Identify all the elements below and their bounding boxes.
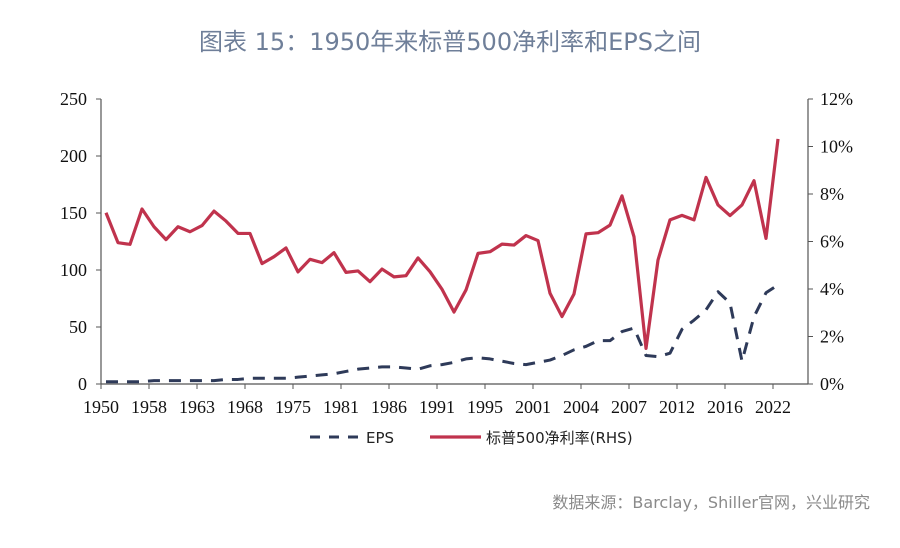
left-tick-label: 50: [69, 317, 87, 337]
left-tick-label: 100: [60, 260, 87, 280]
left-tick-label: 0: [78, 374, 87, 394]
x-tick-label: 1958: [131, 397, 167, 417]
left-tick-label: 200: [60, 146, 87, 166]
right-tick-label: 0%: [820, 374, 844, 394]
right-tick-label: 12%: [820, 89, 853, 109]
x-tick-label: 1981: [323, 397, 359, 417]
x-tick-label: 1968: [227, 397, 263, 417]
x-tick-label: 1950: [83, 397, 119, 417]
x-tick-label: 2016: [707, 397, 743, 417]
x-tick-label: 1986: [371, 397, 407, 417]
source-note: 数据来源：Barclay，Shiller官网，兴业研究: [552, 493, 870, 512]
right-tick-label: 10%: [820, 137, 853, 157]
legend-eps-label: EPS: [366, 429, 394, 447]
x-tick-label: 2007: [611, 397, 647, 417]
x-tick-label: 1995: [467, 397, 503, 417]
x-tick-label: 2001: [515, 397, 551, 417]
left-tick-label: 150: [60, 203, 87, 223]
right-tick-label: 6%: [820, 232, 844, 252]
net-margin-line: [104, 138, 780, 350]
x-tick-label: 1991: [419, 397, 455, 417]
x-tick-label: 2012: [659, 397, 695, 417]
x-tick-label: 1963: [179, 397, 215, 417]
right-tick-label: 8%: [820, 184, 844, 204]
eps-line: [106, 283, 779, 384]
x-tick-label: 2022: [755, 397, 791, 417]
right-tick-label: 4%: [820, 279, 844, 299]
x-tick-label: 1975: [275, 397, 311, 417]
legend-margin-label: 标普500净利率(RHS): [486, 429, 633, 447]
x-tick-label: 2004: [563, 397, 599, 417]
right-tick-label: 2%: [820, 327, 844, 347]
chart-title: 图表 15：1950年来标普500净利率和EPS之间: [199, 28, 701, 56]
left-tick-label: 250: [60, 89, 87, 109]
